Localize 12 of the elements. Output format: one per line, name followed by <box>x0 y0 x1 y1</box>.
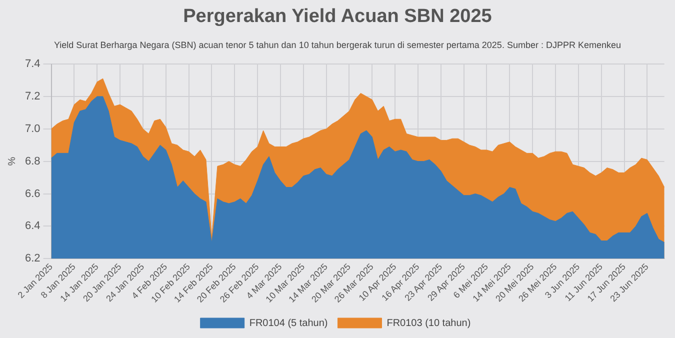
y-tick-label: 7.4 <box>24 58 40 70</box>
y-tick-label: 6.4 <box>24 220 40 232</box>
legend-label: FR0103 (10 tahun) <box>386 318 471 329</box>
y-tick-label: 6.8 <box>24 155 40 168</box>
y-tick-label: 6.6 <box>24 188 40 200</box>
y-tick-label: 7.0 <box>24 122 40 135</box>
chart-subtitle: Yield Surat Berharga Negara (SBN) acuan tenor 5 tahun dan 10 tahun bergerak turun di semester pertama 2025. Sumber : DJPPR Kemenkeu <box>53 40 622 50</box>
y-axis-title: % <box>6 156 18 166</box>
chart-title: Pergerakan Yield Acuan SBN 2025 <box>182 6 493 28</box>
legend-label: FR0104 (5 tahun) <box>249 318 328 329</box>
y-tick-label: 6.2 <box>24 252 40 265</box>
y-tick-label: 7.2 <box>24 90 40 102</box>
